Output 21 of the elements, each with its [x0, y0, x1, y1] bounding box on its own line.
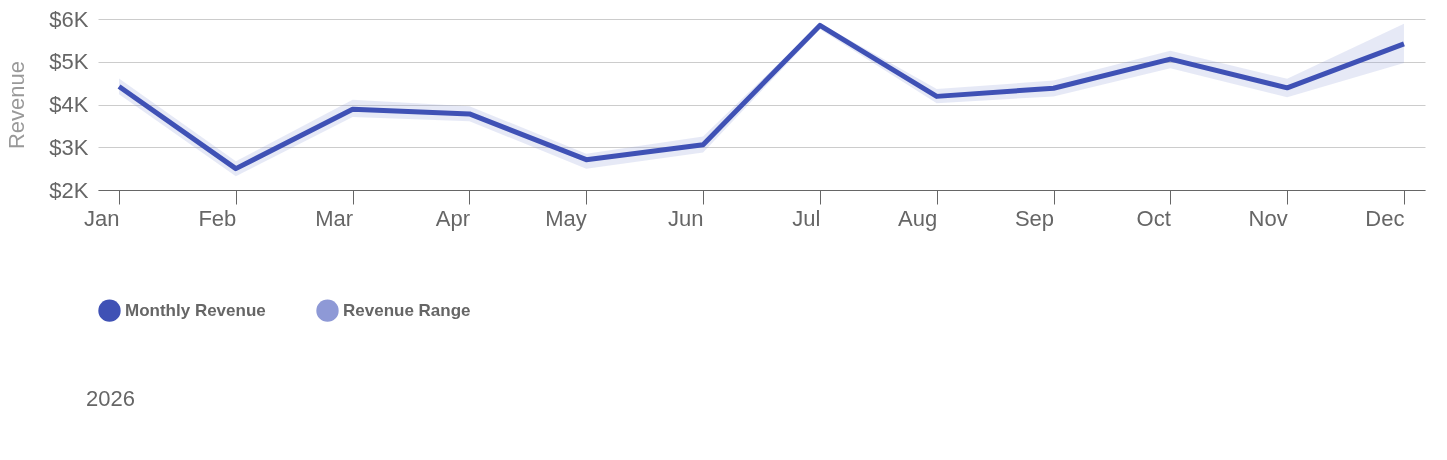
y-axis-title: Revenue: [4, 60, 30, 150]
x-tick-label: Aug: [898, 205, 938, 231]
y-tick-label: $3K: [49, 134, 89, 160]
legend-label: Monthly Revenue: [125, 300, 266, 320]
x-tick-label: Jul: [792, 205, 821, 231]
y-tick-label: $4K: [49, 92, 89, 117]
x-tick-label: Jan: [84, 205, 120, 231]
x-tick-label: Feb: [198, 205, 237, 231]
x-tick-label: Sep: [1014, 205, 1055, 231]
y-tick-label: $6K: [49, 6, 89, 32]
x-tick-label: Nov: [1248, 205, 1288, 231]
text: 2026: [86, 386, 135, 411]
x-tick-label: Jun: [668, 205, 704, 231]
x-tick-label: May: [545, 205, 587, 231]
legend-label: Revenue Range: [343, 300, 471, 320]
y-tick-label: $2K: [49, 177, 89, 203]
x-tick-label: Mar: [315, 205, 354, 231]
x-tick-label: Oct: [1136, 205, 1171, 231]
x-tick-label: Dec: [1365, 205, 1405, 231]
y-tick-label: $5K: [49, 49, 89, 75]
x-tick-label: Apr: [435, 205, 470, 231]
